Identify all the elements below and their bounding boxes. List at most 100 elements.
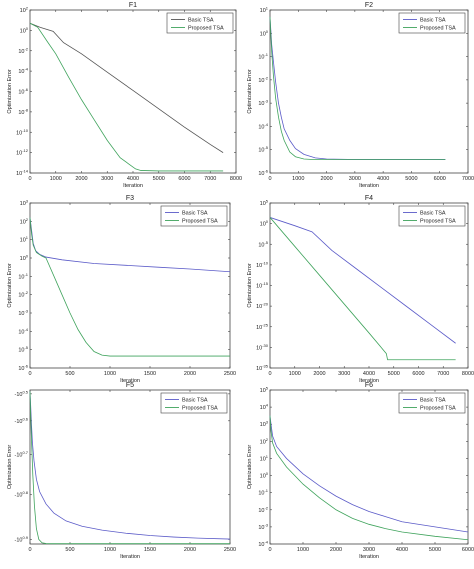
y-tick-label: 103 bbox=[20, 199, 29, 208]
legend-entry-basic-tsa: Basic TSA bbox=[182, 211, 208, 217]
y-tick-label: 105 bbox=[260, 199, 269, 208]
y-tick-label: 10-14 bbox=[16, 169, 29, 178]
series-line-basic-tsa bbox=[29, 391, 231, 540]
y-axis-label: Optimization Error bbox=[247, 263, 253, 307]
x-tick-label: 2000 bbox=[330, 547, 342, 553]
x-tick-label: 500 bbox=[65, 547, 74, 553]
chart-panel-f2: F2 0 1000 2000 3000 4000 5000 6000 7000 Iteration… bbox=[247, 2, 474, 189]
y-tick-label: 10-3 bbox=[258, 522, 268, 531]
chart-title: F3 bbox=[126, 195, 134, 202]
legend-entry-proposed-tsa: Proposed TSA bbox=[420, 219, 456, 225]
y-tick-label: 105 bbox=[260, 386, 269, 395]
plot-area-frame bbox=[269, 9, 469, 174]
legend-entry-proposed-tsa: Proposed TSA bbox=[420, 406, 456, 412]
x-tick-label: 1500 bbox=[144, 547, 156, 553]
series-line-basic-tsa bbox=[269, 415, 469, 533]
series-line-proposed-tsa bbox=[269, 415, 469, 541]
y-tick-label: 10-2 bbox=[258, 75, 268, 84]
x-tick-label: 4000 bbox=[363, 371, 375, 377]
x-tick-label: 0 bbox=[28, 176, 31, 182]
y-tick-label: 10-5 bbox=[18, 345, 28, 354]
x-tick-label: 5000 bbox=[388, 371, 400, 377]
y-tick-label: 10-5 bbox=[258, 240, 268, 249]
plot-area-frame bbox=[29, 9, 237, 174]
x-tick-label: 0 bbox=[268, 371, 271, 377]
x-tick-label: 8000 bbox=[230, 176, 242, 182]
x-tick-label: 4000 bbox=[127, 176, 139, 182]
series-line-proposed-tsa bbox=[29, 22, 224, 172]
y-tick-label: -100.5 bbox=[14, 389, 28, 398]
x-tick-label: 0 bbox=[268, 176, 271, 182]
x-tick-label: 6000 bbox=[178, 176, 190, 182]
x-tick-label: 1000 bbox=[104, 371, 116, 377]
chart-title: F4 bbox=[365, 195, 373, 202]
x-tick-label: 1000 bbox=[297, 547, 309, 553]
x-tick-label: 0 bbox=[28, 371, 31, 377]
y-tick-label: 10-6 bbox=[258, 169, 268, 178]
y-tick-label: 10-20 bbox=[256, 302, 269, 311]
y-tick-label: 100 bbox=[20, 254, 29, 263]
y-tick-label: 10-30 bbox=[256, 343, 269, 352]
y-tick-label: -100.9 bbox=[14, 535, 28, 544]
y-axis-label: Optimization Error bbox=[7, 69, 13, 113]
x-tick-label: 7000 bbox=[437, 371, 449, 377]
legend bbox=[160, 205, 228, 227]
series-line-proposed-tsa bbox=[29, 391, 230, 545]
x-tick-label: 7000 bbox=[462, 176, 474, 182]
chart-title: F1 bbox=[129, 2, 137, 9]
legend-entry-proposed-tsa: Proposed TSA bbox=[182, 406, 218, 412]
x-tick-label: 4000 bbox=[396, 547, 408, 553]
x-tick-label: 2000 bbox=[313, 371, 325, 377]
y-tick-label: 102 bbox=[20, 217, 29, 226]
series-line-proposed-tsa bbox=[269, 217, 456, 361]
y-tick-label: 10-10 bbox=[16, 128, 29, 137]
chart-title: F2 bbox=[365, 2, 373, 9]
y-tick-label: 10-4 bbox=[18, 67, 28, 76]
x-tick-label: 3000 bbox=[363, 547, 375, 553]
y-tick-label: 103 bbox=[260, 420, 269, 429]
legend-entry-basic-tsa: Basic TSA bbox=[188, 18, 214, 24]
legend bbox=[160, 392, 228, 414]
chart-panel-f3: F3 0 500 1000 1500 2000 2500 Iteration Optimizat… bbox=[7, 195, 236, 384]
y-tick-label: 104 bbox=[260, 403, 269, 412]
y-tick-label: 10-6 bbox=[18, 364, 28, 373]
x-tick-label: 8000 bbox=[462, 371, 474, 377]
x-axis-label: Iteration bbox=[123, 183, 143, 189]
x-tick-label: 5000 bbox=[405, 176, 417, 182]
y-tick-label: 100 bbox=[260, 219, 269, 228]
x-axis-label: Iteration bbox=[120, 554, 140, 560]
x-tick-label: 3000 bbox=[101, 176, 113, 182]
x-axis-label: Iteration bbox=[359, 183, 379, 189]
legend-entry-basic-tsa: Basic TSA bbox=[420, 211, 446, 217]
chart-panel-f1: F1 0 1000 2000 3000 4000 5000 6000 7000 8000 Itera… bbox=[7, 2, 242, 189]
chart-title: F6 bbox=[365, 382, 373, 389]
x-tick-label: 0 bbox=[28, 547, 31, 553]
y-tick-label: 100 bbox=[20, 26, 29, 35]
y-tick-label: 102 bbox=[20, 6, 29, 15]
x-tick-label: 2000 bbox=[184, 547, 196, 553]
x-axis-label: Iteration bbox=[120, 378, 140, 384]
plot-area-frame bbox=[269, 202, 469, 369]
x-tick-label: 2500 bbox=[224, 547, 236, 553]
x-tick-label: 4000 bbox=[377, 176, 389, 182]
y-tick-label: 10-5 bbox=[258, 145, 268, 154]
x-tick-label: 6000 bbox=[434, 176, 446, 182]
chart-panel-f5: F5 0 500 1000 1500 2000 2500 Iteration Optimizat… bbox=[7, 382, 236, 560]
y-axis-label: Optimization Error bbox=[247, 445, 253, 489]
legend-entry-proposed-tsa: Proposed TSA bbox=[182, 219, 218, 225]
y-tick-label: 10-8 bbox=[18, 107, 28, 116]
y-tick-label: -100.6 bbox=[14, 416, 28, 425]
legend bbox=[398, 392, 466, 414]
y-tick-label: 10-2 bbox=[18, 290, 28, 299]
series-line-proposed-tsa bbox=[269, 16, 446, 160]
x-tick-label: 2500 bbox=[224, 371, 236, 377]
y-tick-label: 10-2 bbox=[258, 505, 268, 514]
x-tick-label: 2000 bbox=[320, 176, 332, 182]
series-line-proposed-tsa bbox=[29, 217, 230, 357]
y-tick-label: 100 bbox=[260, 29, 269, 38]
x-axis-label: Iteration bbox=[359, 378, 379, 384]
x-tick-label: 6000 bbox=[412, 371, 424, 377]
x-tick-label: 7000 bbox=[204, 176, 216, 182]
legend-entry-basic-tsa: Basic TSA bbox=[420, 398, 446, 404]
